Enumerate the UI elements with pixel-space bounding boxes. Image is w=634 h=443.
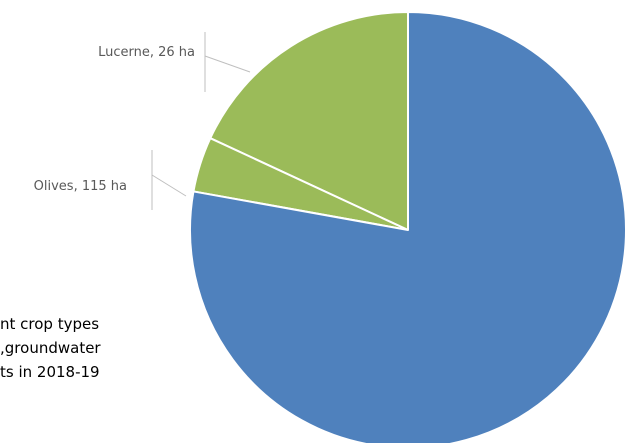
- pie-slice-olives: [209, 11, 409, 231]
- olives-label: Olives, 115 ha: [34, 179, 127, 194]
- olives-leader-line: [151, 174, 187, 197]
- caption-line-3: ts in 2018-19: [0, 363, 100, 381]
- slice-labels: Lucerne, 26 ha Olives, 115 ha: [34, 32, 251, 210]
- lucerne-label: Lucerne, 26 ha: [98, 45, 195, 60]
- lucerne-leader-line: [204, 55, 251, 73]
- caption-line-2: groundwater,: [0, 339, 101, 357]
- pie-slices: [189, 11, 628, 443]
- caption-line-1: nt crop types: [0, 315, 100, 333]
- pie-slice-remaining: [189, 11, 628, 443]
- chart-caption: nt crop types groundwater, ts in 2018-19: [0, 312, 200, 384]
